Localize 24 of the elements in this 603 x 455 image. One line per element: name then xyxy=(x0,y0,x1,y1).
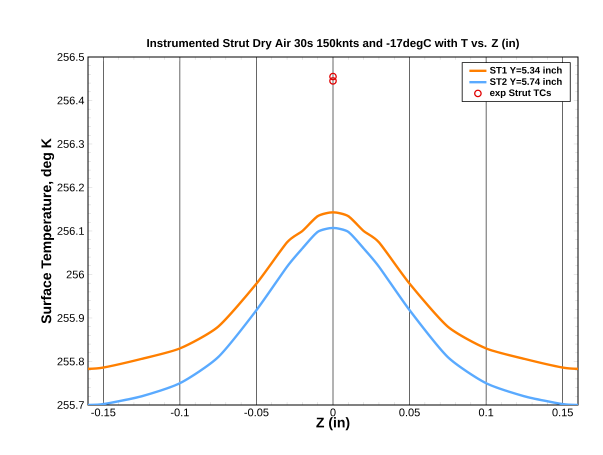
y-tick-label: 256.1 xyxy=(57,227,84,235)
legend-label: exp Strut TCs xyxy=(490,89,552,98)
x-tick-label: 0.1 xyxy=(478,408,494,416)
x-tick-label: 0.05 xyxy=(399,408,420,416)
x-tick-label: -0.1 xyxy=(170,408,189,416)
legend-label: ST1 Y=5.34 inch xyxy=(490,66,562,74)
y-tick-label: 256.5 xyxy=(57,53,84,61)
y-tick-label: 255.7 xyxy=(57,401,84,409)
y-tick-label: 255.8 xyxy=(57,358,84,366)
y-axis-title: Surface Temperature, deg K xyxy=(40,138,54,324)
x-tick-label: 0 xyxy=(330,408,336,416)
line-series xyxy=(88,211,578,370)
x-axis-title: Z (in) xyxy=(316,417,350,430)
chart-title: Instrumented Strut Dry Air 30s 150knts and -17degC with T vs. Z (in) xyxy=(147,38,519,50)
x-tick-label: -0.05 xyxy=(244,408,269,416)
y-tick-label: 256 xyxy=(66,270,84,278)
legend-label: ST2 Y=5.74 inch xyxy=(490,78,562,85)
x-tick-label: 0.15 xyxy=(552,408,573,416)
x-tick-label: -0.15 xyxy=(91,408,116,416)
line-series xyxy=(88,226,578,405)
y-tick-label: 256.3 xyxy=(57,140,84,148)
y-tick-label: 256.4 xyxy=(57,96,84,104)
y-tick-label: 256.2 xyxy=(57,184,84,192)
y-tick-label: 255.9 xyxy=(57,314,84,322)
